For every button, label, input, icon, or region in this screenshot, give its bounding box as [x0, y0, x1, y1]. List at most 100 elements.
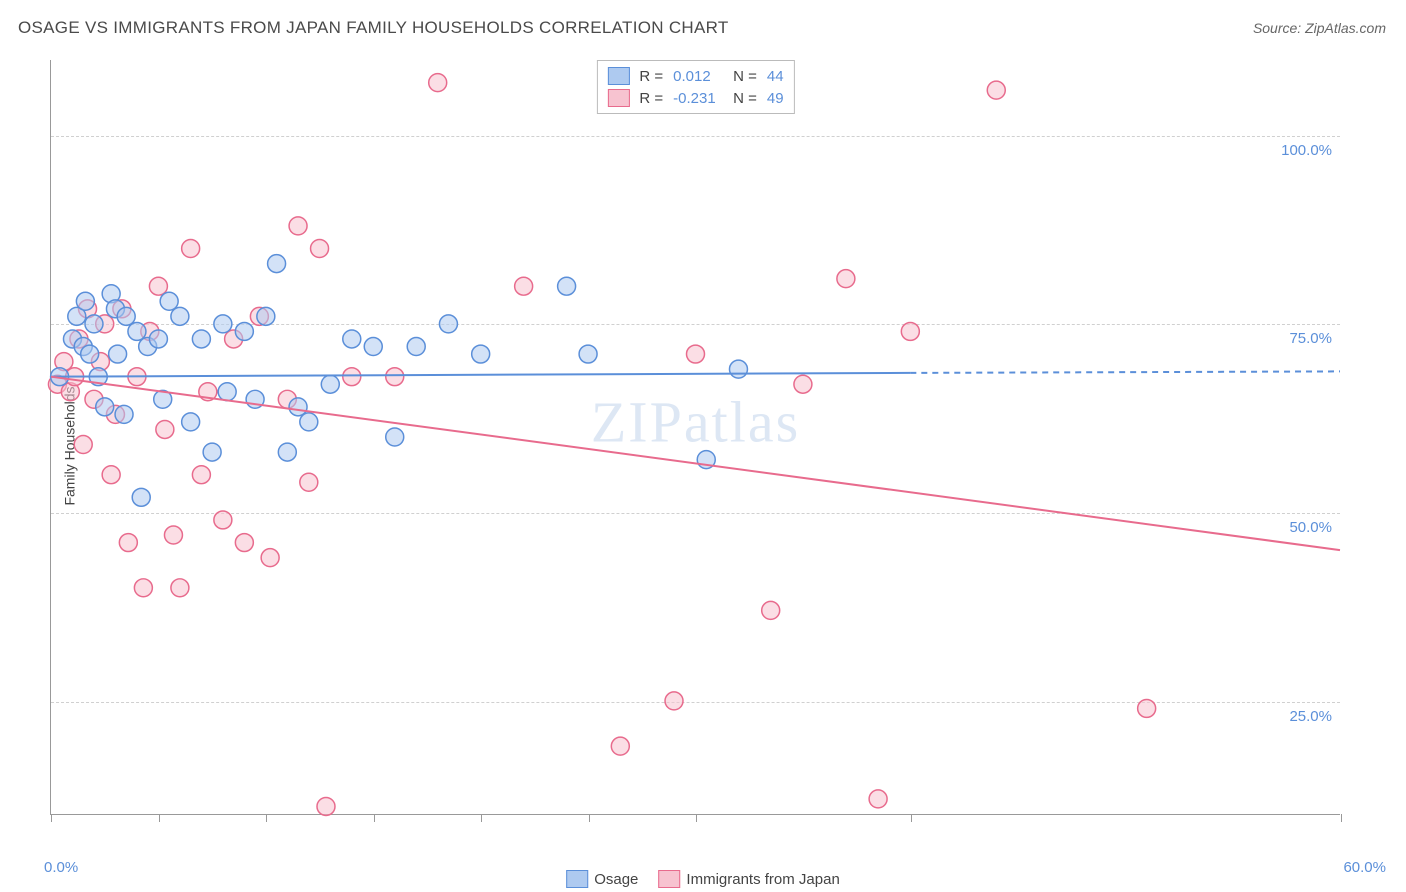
- scatter-svg: [51, 60, 1340, 814]
- x-tick: [481, 814, 482, 822]
- blue-point: [149, 330, 167, 348]
- y-tick-label: 100.0%: [1281, 142, 1332, 159]
- blue-point: [278, 443, 296, 461]
- pink-point: [102, 466, 120, 484]
- blue-point: [558, 277, 576, 295]
- pink-point: [837, 270, 855, 288]
- chart-title: OSAGE VS IMMIGRANTS FROM JAPAN FAMILY HO…: [18, 18, 729, 38]
- legend-item-blue: Osage: [566, 870, 638, 888]
- blue-point: [132, 488, 150, 506]
- blue-point: [81, 345, 99, 363]
- blue-point: [96, 398, 114, 416]
- blue-point: [579, 345, 597, 363]
- pink-point: [311, 240, 329, 258]
- x-tick: [51, 814, 52, 822]
- blue-point: [729, 360, 747, 378]
- blue-point: [300, 413, 318, 431]
- blue-point: [128, 322, 146, 340]
- x-max-label: 60.0%: [1343, 859, 1386, 876]
- swatch-blue: [607, 67, 629, 85]
- n-label: N =: [733, 90, 757, 107]
- y-tick-label: 50.0%: [1289, 519, 1332, 536]
- blue-point: [407, 338, 425, 356]
- r-label: R =: [639, 90, 663, 107]
- blue-point: [289, 398, 307, 416]
- blue-point: [203, 443, 221, 461]
- pink-point: [901, 322, 919, 340]
- blue-point: [257, 307, 275, 325]
- blue-point: [472, 345, 490, 363]
- pink-point: [261, 549, 279, 567]
- pink-point: [192, 466, 210, 484]
- pink-point: [182, 240, 200, 258]
- blue-point: [182, 413, 200, 431]
- pink-point: [1138, 699, 1156, 717]
- pink-point: [762, 601, 780, 619]
- legend-item-pink: Immigrants from Japan: [658, 870, 839, 888]
- x-tick: [266, 814, 267, 822]
- blue-point: [439, 315, 457, 333]
- n-value: 49: [767, 90, 784, 107]
- pink-point: [429, 74, 447, 92]
- blue-point: [171, 307, 189, 325]
- pink-point: [869, 790, 887, 808]
- x-tick: [1341, 814, 1342, 822]
- blue-point: [117, 307, 135, 325]
- x-tick: [696, 814, 697, 822]
- pink-point: [214, 511, 232, 529]
- pink-regression: [51, 377, 1340, 550]
- y-tick-label: 75.0%: [1289, 330, 1332, 347]
- pink-point: [171, 579, 189, 597]
- blue-point: [343, 330, 361, 348]
- r-value: -0.231: [673, 90, 723, 107]
- pink-point: [386, 368, 404, 386]
- x-min-label: 0.0%: [44, 859, 78, 876]
- blue-point: [321, 375, 339, 393]
- blue-point: [76, 292, 94, 310]
- pink-point: [289, 217, 307, 235]
- swatch-pink: [658, 870, 680, 888]
- source-label: Source: ZipAtlas.com: [1253, 20, 1386, 36]
- blue-point: [115, 405, 133, 423]
- legend-row-pink: R = -0.231 N = 49: [607, 87, 783, 109]
- pink-point: [300, 473, 318, 491]
- plot-area: ZIPatlas R = 0.012 N = 44 R = -0.231 N =…: [50, 60, 1340, 815]
- x-tick: [589, 814, 590, 822]
- pink-point: [687, 345, 705, 363]
- x-tick: [374, 814, 375, 822]
- correlation-legend: R = 0.012 N = 44 R = -0.231 N = 49: [596, 60, 794, 114]
- pink-point: [611, 737, 629, 755]
- r-value: 0.012: [673, 68, 723, 85]
- pink-point: [235, 534, 253, 552]
- legend-label: Immigrants from Japan: [686, 871, 839, 888]
- series-legend: Osage Immigrants from Japan: [566, 870, 840, 888]
- n-value: 44: [767, 68, 784, 85]
- legend-row-blue: R = 0.012 N = 44: [607, 65, 783, 87]
- pink-point: [343, 368, 361, 386]
- blue-regression-dash: [910, 371, 1340, 373]
- legend-label: Osage: [594, 871, 638, 888]
- blue-point: [268, 255, 286, 273]
- x-tick: [911, 814, 912, 822]
- pink-point: [317, 797, 335, 815]
- pink-point: [156, 420, 174, 438]
- blue-point: [218, 383, 236, 401]
- pink-point: [987, 81, 1005, 99]
- blue-point: [85, 315, 103, 333]
- swatch-pink: [607, 89, 629, 107]
- pink-point: [119, 534, 137, 552]
- blue-point: [235, 322, 253, 340]
- blue-regression: [51, 373, 910, 377]
- blue-point: [386, 428, 404, 446]
- pink-point: [665, 692, 683, 710]
- r-label: R =: [639, 68, 663, 85]
- chart-container: OSAGE VS IMMIGRANTS FROM JAPAN FAMILY HO…: [0, 0, 1406, 892]
- pink-point: [515, 277, 533, 295]
- blue-point: [109, 345, 127, 363]
- pink-point: [74, 436, 92, 454]
- blue-point: [192, 330, 210, 348]
- pink-point: [149, 277, 167, 295]
- y-tick-label: 25.0%: [1289, 708, 1332, 725]
- blue-point: [214, 315, 232, 333]
- x-tick: [159, 814, 160, 822]
